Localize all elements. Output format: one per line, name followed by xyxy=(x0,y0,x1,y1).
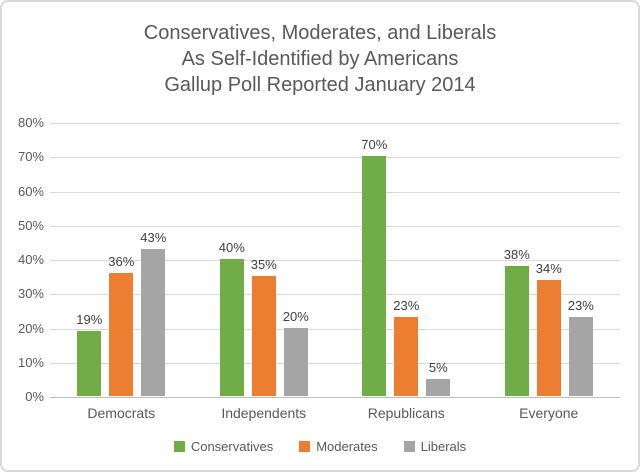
y-axis-tick-label-50: 50% xyxy=(17,217,44,233)
gridline-10 xyxy=(50,362,620,364)
bar-value-label-moderates-everyone: 34% xyxy=(535,260,562,276)
bar-liberals-democrats: 43% xyxy=(140,230,166,396)
legend-item-liberals: Liberals xyxy=(403,439,467,454)
bar-group-everyone: 38% 34% 23% xyxy=(504,247,594,396)
gridline-60 xyxy=(50,191,620,193)
gridline-70 xyxy=(50,157,620,159)
bar-value-label-conservatives-everyone: 38% xyxy=(503,246,530,262)
bar-value-label-moderates-independents: 35% xyxy=(250,257,277,273)
bar-moderates-democrats: 36% xyxy=(108,254,134,396)
bar-value-label-moderates-democrats: 36% xyxy=(108,253,135,269)
gridline-20 xyxy=(50,328,620,330)
bar-moderates-republicans: 23% xyxy=(393,298,419,396)
bar-value-label-liberals-everyone: 23% xyxy=(567,298,594,314)
legend: Conservatives Moderates Liberals xyxy=(2,439,638,454)
y-axis-tick-label-0: 0% xyxy=(25,389,44,404)
gridline-50 xyxy=(50,225,620,227)
gridline-30 xyxy=(50,294,620,296)
bar-liberals-republicans: 5% xyxy=(426,360,451,396)
legend-label-moderates: Moderates xyxy=(316,439,378,454)
bar-liberals-independents: 20% xyxy=(283,309,309,396)
chart-title-line1: Conservatives, Moderates, and Liberals xyxy=(143,22,497,44)
bar-moderates-independents: 35% xyxy=(251,257,277,396)
category-label-democrats: Democrats xyxy=(87,405,156,421)
bar-value-label-conservatives-independents: 40% xyxy=(218,240,245,255)
plot-area: 19% 36% 43% 40% 35% 20% 70% 23% 5% 38% 34% 23% xyxy=(50,123,620,398)
y-axis-tick-label-70: 70% xyxy=(17,149,44,165)
legend-item-moderates: Moderates xyxy=(299,439,378,454)
bar-value-label-conservatives-democrats: 19% xyxy=(76,311,103,327)
bar-value-label-conservatives-republicans: 70% xyxy=(361,137,388,153)
bar-value-label-liberals-independents: 20% xyxy=(282,308,309,324)
legend-item-conservatives: Conservatives xyxy=(173,439,274,454)
bar-conservatives-everyone: 38% xyxy=(504,247,530,396)
bar-group-independents: 40% 35% 20% xyxy=(219,240,309,396)
y-axis-tick-label-30: 30% xyxy=(17,286,44,302)
bar-conservatives-republicans: 70% xyxy=(361,137,387,396)
bar-liberals-everyone: 23% xyxy=(568,298,594,396)
legend-label-liberals: Liberals xyxy=(420,439,467,454)
gridline-80 xyxy=(50,123,620,124)
y-axis-tick-label-60: 60% xyxy=(17,183,44,199)
bar-group-republicans: 70% 23% 5% xyxy=(361,137,451,396)
y-axis-tick-label-80: 80% xyxy=(17,115,44,130)
y-axis-tick-label-10: 10% xyxy=(17,354,44,370)
legend-marker-liberals-icon xyxy=(403,441,415,452)
bar-conservatives-democrats: 19% xyxy=(76,312,102,396)
legend-marker-moderates-icon xyxy=(299,441,311,452)
bar-conservatives-independents: 40% xyxy=(219,240,245,396)
bar-value-label-moderates-republicans: 23% xyxy=(393,298,420,314)
chart-title-line2: As Self-Identified by Americans xyxy=(181,48,459,70)
y-axis-tick-label-40: 40% xyxy=(17,252,44,267)
bar-value-label-liberals-republicans: 5% xyxy=(428,359,448,375)
chart-title-line3: Gallup Poll Reported January 2014 xyxy=(164,74,476,96)
category-label-republicans: Republicans xyxy=(367,405,445,421)
category-label-independents: Independents xyxy=(221,405,307,421)
bar-moderates-everyone: 34% xyxy=(536,261,562,396)
y-axis-tick-label-20: 20% xyxy=(17,320,44,336)
category-label-everyone: Everyone xyxy=(519,405,579,421)
bar-group-democrats: 19% 36% 43% xyxy=(76,230,166,396)
legend-label-conservatives: Conservatives xyxy=(190,439,274,454)
legend-marker-conservatives-icon xyxy=(173,441,185,452)
gridline-40 xyxy=(50,260,620,261)
chart-title: Conservatives, Moderates, and Liberals A… xyxy=(2,20,638,98)
x-axis-line xyxy=(50,397,620,398)
bar-value-label-liberals-democrats: 43% xyxy=(140,229,167,245)
